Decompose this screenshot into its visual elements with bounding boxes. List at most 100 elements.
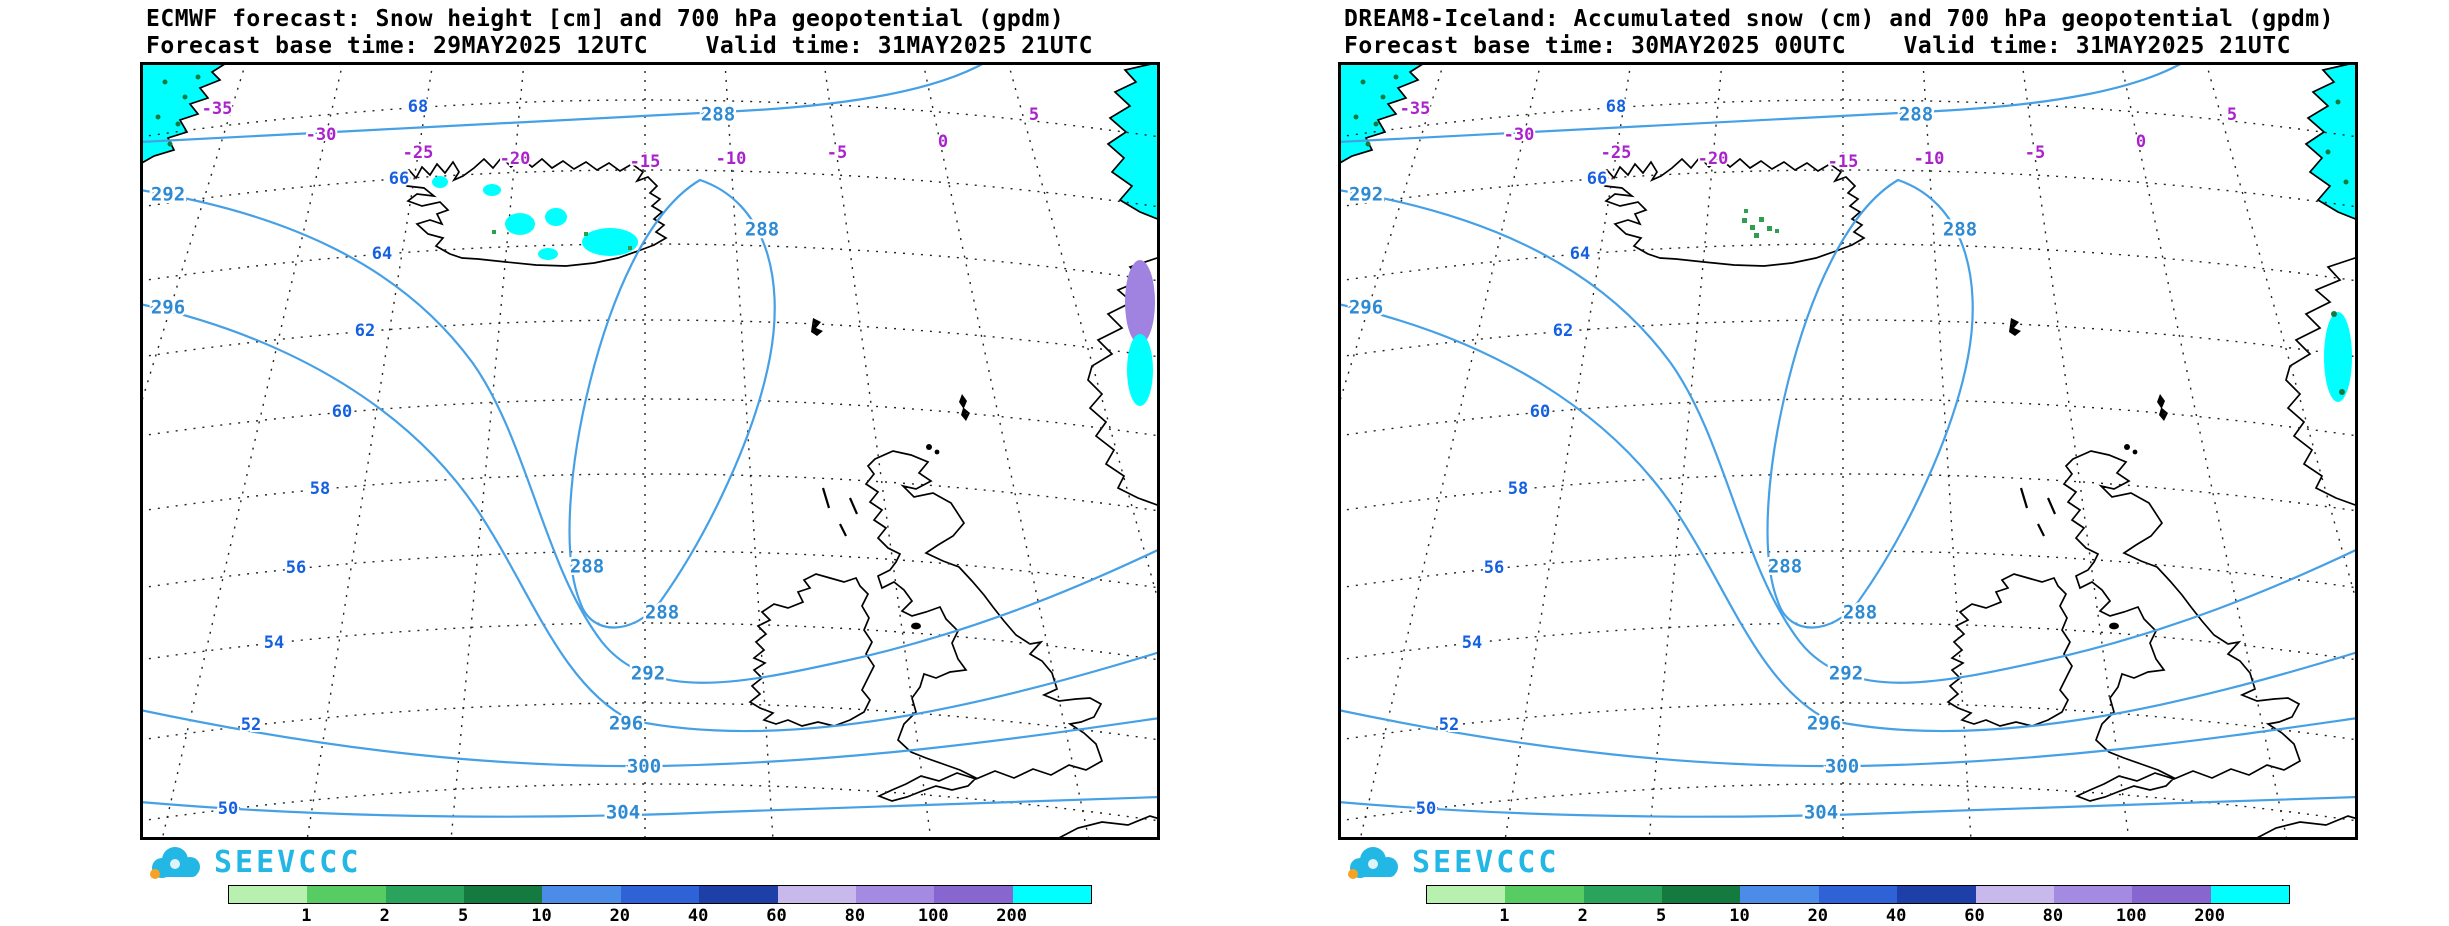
legend-segment <box>1897 886 1976 903</box>
legend-segment <box>1505 886 1584 903</box>
lat-label: 54 <box>264 633 284 653</box>
legend-segment <box>777 886 856 903</box>
greenland-speckles <box>1353 74 1399 147</box>
seevccc-logo: SEEVCCC <box>142 844 1166 880</box>
panel-dream8: DREAM8-Iceland: Accumulated snow (cm) an… <box>1338 6 2364 926</box>
legend-value: 20 <box>1807 906 1829 926</box>
contour-label: 288 <box>745 219 779 241</box>
legend-segment <box>1583 886 1663 903</box>
ireland-coast <box>1946 573 2073 727</box>
contour-288-low <box>568 178 776 629</box>
legend-value: 5 <box>1655 906 1667 926</box>
legend-segment <box>464 886 543 903</box>
contour-label: 296 <box>151 297 185 319</box>
panel-ecmwf: ECMWF forecast: Snow height [cm] and 700… <box>140 6 1166 926</box>
legend-segment <box>855 886 935 903</box>
legend-value: 20 <box>609 906 631 926</box>
snow-legend-bar <box>1426 885 2290 904</box>
lon-label: 0 <box>938 132 948 152</box>
logo-text: SEEVCCC <box>1412 844 1560 880</box>
isle-of-man <box>911 622 921 630</box>
lon-label: -5 <box>2025 143 2045 163</box>
hebrides-islands <box>2019 487 2057 537</box>
lon-label: 5 <box>2227 105 2237 125</box>
legend-value: 10 <box>531 906 552 926</box>
contour-label: 300 <box>627 756 661 778</box>
contour-label: 296 <box>1349 297 1383 319</box>
faroe-islands <box>2009 318 2021 336</box>
legend-value: 60 <box>766 906 787 926</box>
legend-value: 80 <box>844 906 866 926</box>
contour-label: 288 <box>1843 602 1877 624</box>
lat-label: 66 <box>1587 169 1607 189</box>
panel-subtitle: Forecast base time: 30MAY2025 00UTC Vali… <box>1344 33 2291 59</box>
snow-cover-dream8 <box>1742 99 2352 402</box>
contour-300 <box>1338 708 2358 768</box>
cloud-icon <box>150 847 200 879</box>
contour-292 <box>1338 188 2358 684</box>
lat-label: 58 <box>1508 479 1528 499</box>
lat-label: 50 <box>1416 799 1436 819</box>
lon-label: -35 <box>202 99 233 119</box>
lat-label: 68 <box>408 97 428 117</box>
lon-label: -20 <box>500 149 531 169</box>
snow-norway-cyan <box>1127 334 1153 406</box>
legend-segment <box>2210 886 2289 903</box>
great-britain-coast <box>864 450 1104 802</box>
contour-label: 288 <box>1899 104 1933 126</box>
map-border <box>1338 62 2358 840</box>
lon-label: 0 <box>2136 132 2146 152</box>
contour-label: 296 <box>1807 713 1841 735</box>
map-ecmwf: 288 292 296 288 288 288 292 296 300 304 … <box>140 62 1166 840</box>
legend-segment <box>1818 886 1898 903</box>
lat-label: 50 <box>218 799 238 819</box>
snow-north-iceland <box>483 184 501 196</box>
faroe-islands <box>811 318 823 336</box>
legend-value: 10 <box>1729 906 1750 926</box>
legend-value: 2 <box>1577 906 1588 926</box>
contour-label: 300 <box>1825 756 1859 778</box>
coastlines <box>1338 62 2358 840</box>
contour-label: 304 <box>606 802 640 824</box>
legend-value: 40 <box>1885 906 1907 926</box>
legend-segment <box>385 886 465 903</box>
hebrides-islands <box>821 487 859 537</box>
legend-segment <box>542 886 621 903</box>
contour-label: 292 <box>151 184 185 206</box>
france-coast <box>1054 815 1160 840</box>
snow-norway-cyan <box>2324 312 2352 402</box>
snow-legend-labels: 1 2 5 10 20 40 60 80 100 200 <box>228 906 1090 926</box>
panel-title: DREAM8-Iceland: Accumulated snow (cm) an… <box>1344 6 2334 32</box>
legend-segment <box>1740 886 1819 903</box>
contour-label: 292 <box>631 663 665 685</box>
contour-296 <box>140 302 1160 733</box>
legend-value: 200 <box>2194 906 2225 926</box>
contour-label: 292 <box>1349 184 1383 206</box>
orkney-islands <box>926 444 932 450</box>
contour-label: 288 <box>701 104 735 126</box>
geopotential-contours <box>1338 62 2358 818</box>
lat-label: 64 <box>372 244 392 264</box>
legend-segment <box>934 886 1013 903</box>
legend-segment <box>2132 886 2211 903</box>
legend-segment <box>1012 886 1091 903</box>
contour-label: 288 <box>570 556 604 578</box>
contour-label: 288 <box>1768 556 1802 578</box>
snow-legend-bar <box>228 885 1092 904</box>
france-coast <box>2252 815 2358 840</box>
legend-value: 5 <box>457 906 469 926</box>
ireland-coast <box>748 573 875 727</box>
legend-segment <box>2053 886 2133 903</box>
lon-label: -5 <box>827 143 847 163</box>
contour-288-north <box>140 62 987 144</box>
lat-label: 60 <box>1530 402 1550 422</box>
map-canvas: 288 292 296 288 288 288 292 296 300 304 … <box>1338 62 2358 840</box>
legend-value: 2 <box>379 906 390 926</box>
lat-label: 56 <box>1484 558 1504 578</box>
contour-304 <box>1338 795 2358 818</box>
lon-label: -30 <box>306 125 337 145</box>
panel-subtitle: Forecast base time: 29MAY2025 12UTC Vali… <box>146 33 1093 59</box>
cloud-icon <box>1348 847 1398 879</box>
lat-label: 62 <box>1553 321 1573 341</box>
map-labels: 288 292 296 288 288 288 292 296 300 304 … <box>1346 95 2239 826</box>
